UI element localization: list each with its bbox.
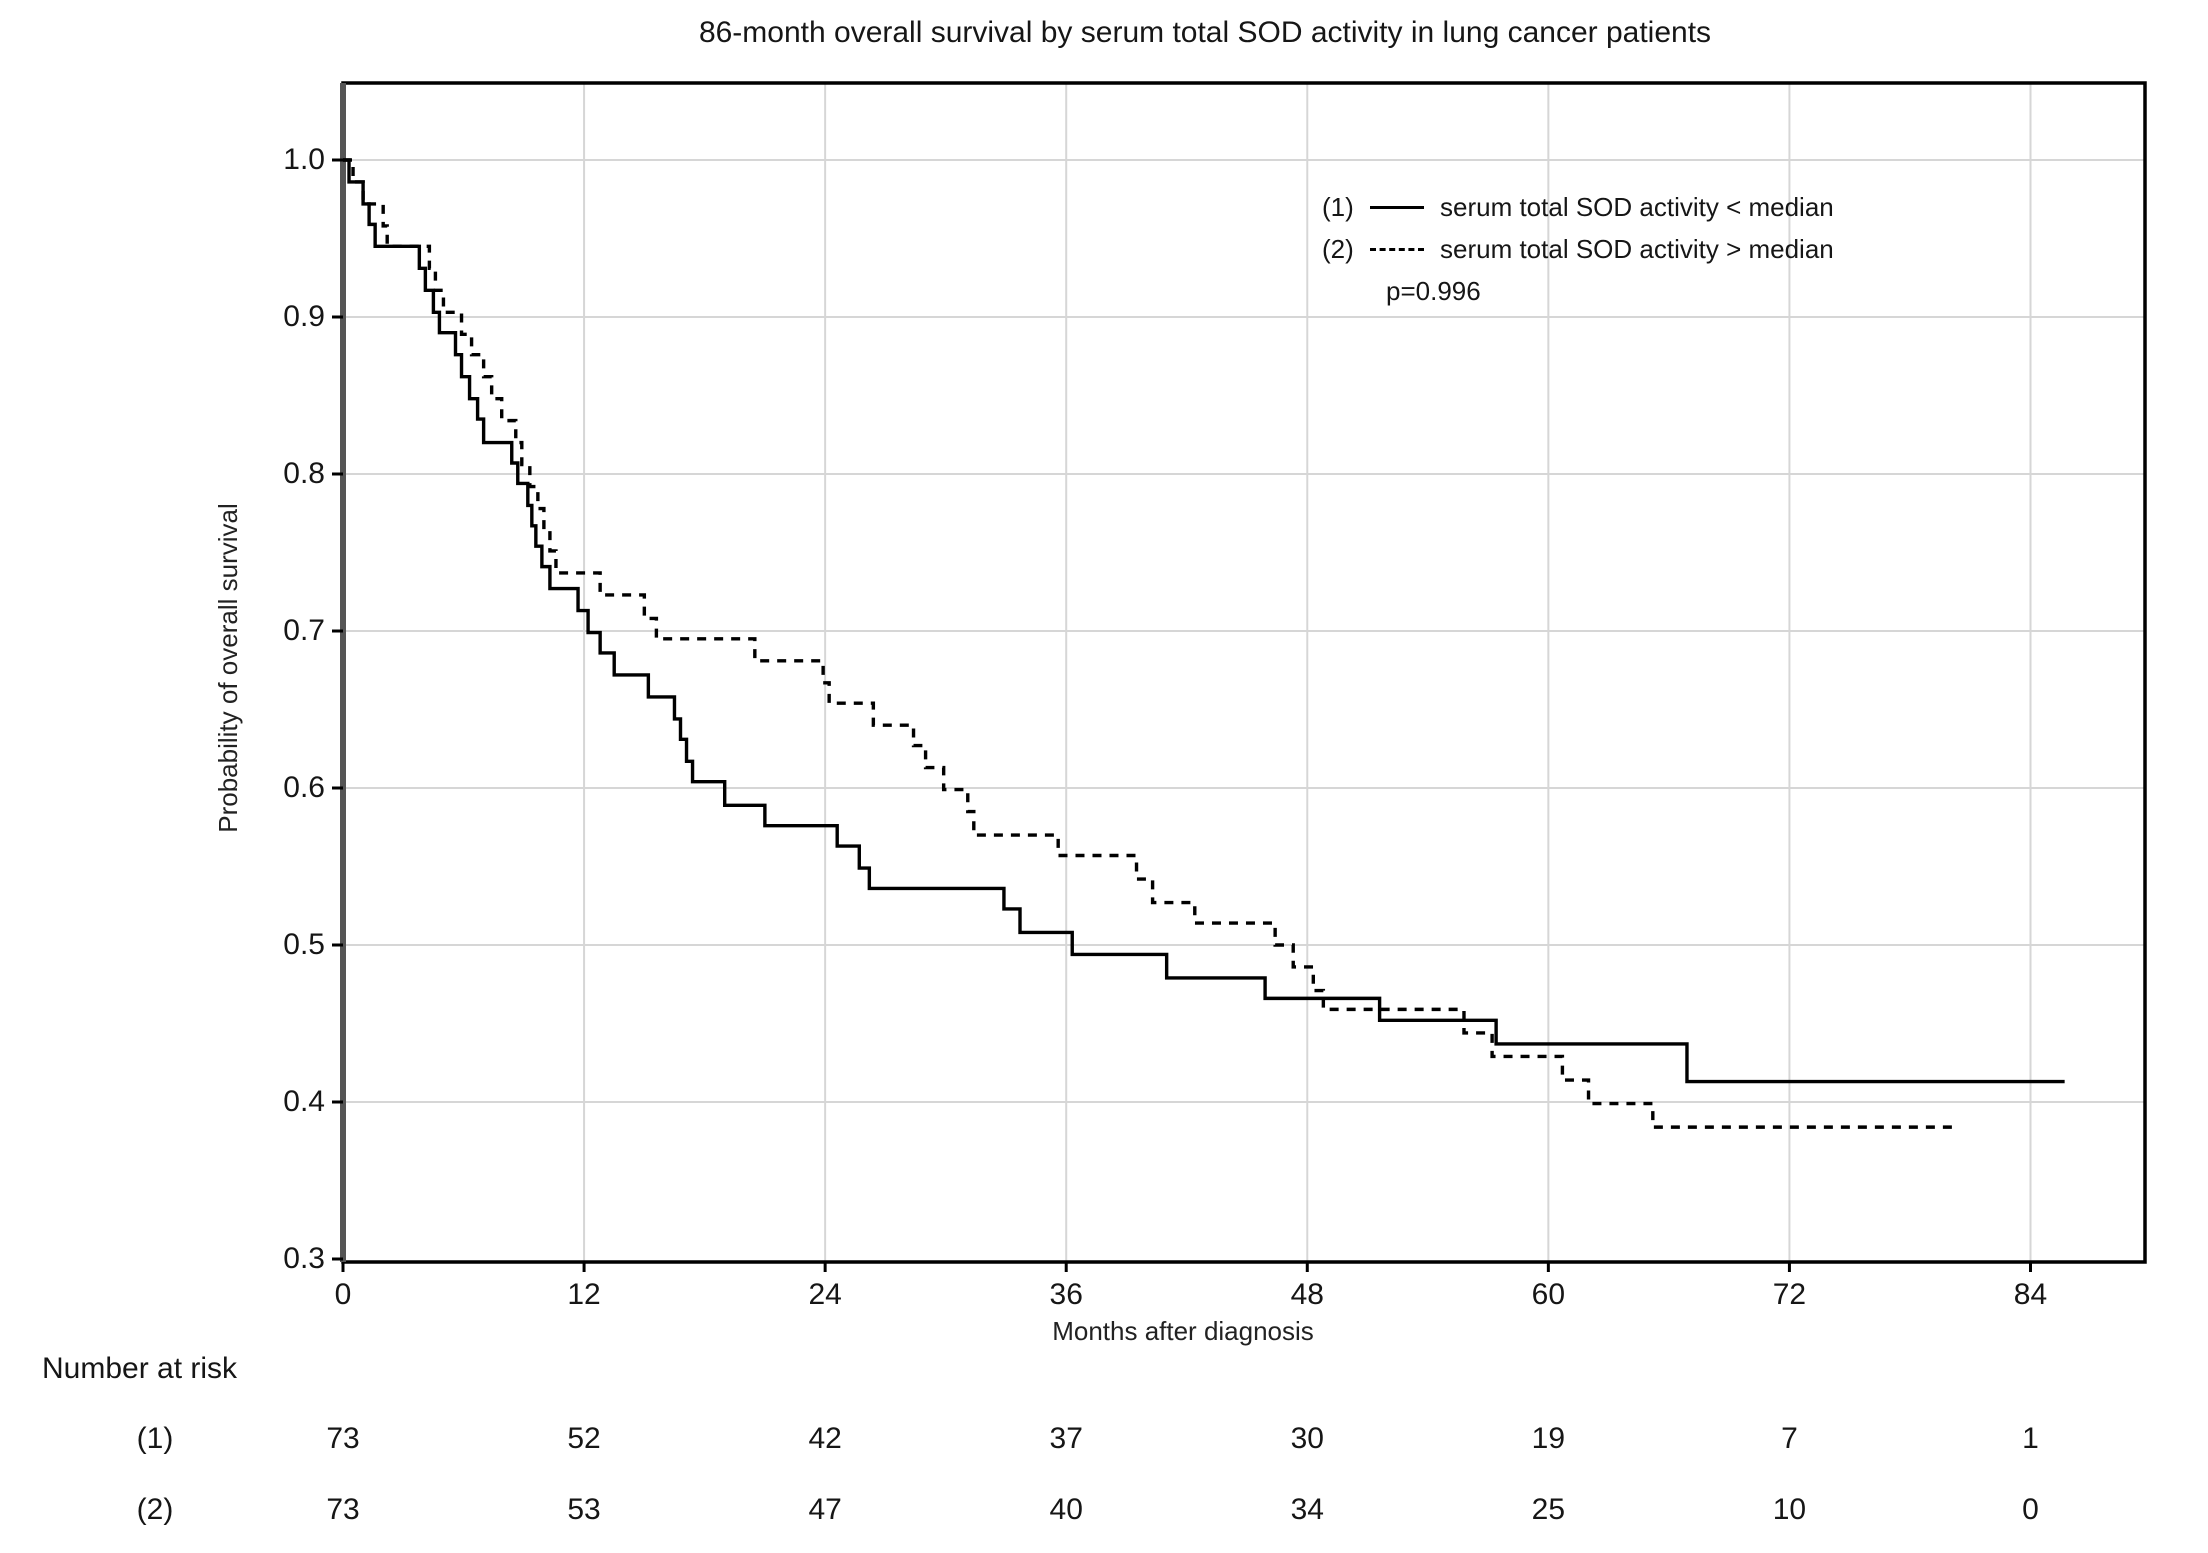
x-tick-label: 72 <box>1772 1278 1807 1311</box>
y-tick-label: 0.5 <box>283 928 325 961</box>
x-tick-label: 12 <box>567 1278 601 1311</box>
risk-count: 53 <box>567 1493 601 1526</box>
y-tick-label: 0.6 <box>283 771 325 804</box>
x-axis-title: Months after diagnosis <box>1052 1316 1314 1346</box>
y-tick-label: 0.8 <box>283 457 325 490</box>
legend-item-1-text: serum total SOD activity < median <box>1440 192 1834 222</box>
risk-count: 73 <box>326 1493 360 1526</box>
risk-count: 37 <box>1049 1422 1083 1455</box>
risk-count: 42 <box>808 1422 842 1455</box>
x-tick-label: 84 <box>2013 1278 2048 1311</box>
x-tick-label: 60 <box>1531 1278 1566 1311</box>
x-tick-label: 36 <box>1049 1278 1083 1311</box>
risk-count: 19 <box>1531 1422 1566 1455</box>
legend-item-2: (2) serum total SOD activity > median <box>1322 234 1834 265</box>
risk-count: 1 <box>2022 1422 2039 1455</box>
x-tick-label: 24 <box>808 1278 842 1311</box>
y-tick-label: 0.3 <box>283 1242 325 1275</box>
risk-row-label: (1) <box>136 1422 174 1455</box>
risk-count: 0 <box>2022 1493 2039 1526</box>
risk-count: 40 <box>1049 1493 1083 1526</box>
survival-curve-dashed <box>343 158 1957 1129</box>
legend: (1) serum total SOD activity < median (2… <box>1322 192 1834 307</box>
y-tick-label: 1.0 <box>283 143 325 176</box>
legend-item-1: (1) serum total SOD activity < median <box>1322 192 1834 223</box>
dashed-line-swatch-icon <box>1370 248 1424 251</box>
risk-count: 73 <box>326 1422 360 1455</box>
solid-line-swatch-icon <box>1370 206 1424 209</box>
y-tick-label: 0.4 <box>283 1085 325 1118</box>
risk-row-label: (2) <box>136 1493 174 1526</box>
x-tick-label: 0 <box>334 1278 352 1311</box>
number-at-risk-heading: Number at risk <box>42 1352 238 1385</box>
risk-count: 34 <box>1290 1493 1324 1526</box>
x-tick-label: 48 <box>1290 1278 1324 1311</box>
risk-count: 47 <box>808 1493 842 1526</box>
y-tick-label: 0.9 <box>283 300 325 333</box>
survival-curve-solid <box>343 158 2065 1084</box>
p-value: p=0.996 <box>1386 276 1481 306</box>
y-axis-title: Probability of overall survival <box>213 503 243 833</box>
legend-item-1-label: (1) <box>1322 192 1354 222</box>
risk-count: 30 <box>1290 1422 1324 1455</box>
legend-item-2-text: serum total SOD activity > median <box>1440 234 1834 264</box>
chart-title: 86-month overall survival by serum total… <box>698 16 1712 49</box>
risk-count: 25 <box>1531 1493 1566 1526</box>
legend-item-2-label: (2) <box>1322 234 1354 264</box>
risk-count: 52 <box>567 1422 601 1455</box>
risk-count: 10 <box>1772 1493 1807 1526</box>
y-tick-label: 0.7 <box>283 614 325 647</box>
risk-count: 7 <box>1781 1422 1798 1455</box>
